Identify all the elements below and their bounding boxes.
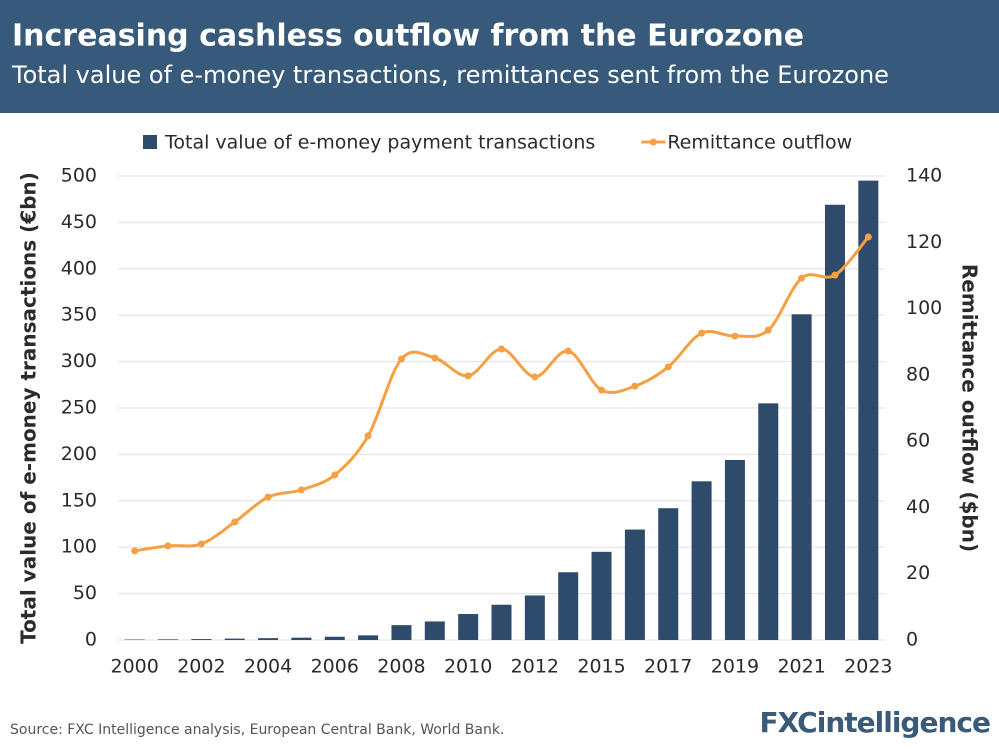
- line-point: [698, 329, 706, 337]
- bar: [791, 314, 812, 640]
- x-tick-label: 2006: [311, 656, 359, 678]
- bar: [158, 639, 179, 640]
- bar: [858, 180, 879, 640]
- y2-tick-label: 0: [906, 629, 918, 651]
- y2-axis-title: Remittance outflow ($bn): [958, 264, 982, 552]
- y-tick-label: 0: [85, 629, 97, 651]
- line-point: [264, 493, 272, 501]
- x-tick-label: 2021: [777, 656, 825, 678]
- bar: [491, 604, 512, 640]
- bar: [524, 595, 545, 640]
- x-tick-label: 2008: [377, 656, 425, 678]
- x-tick-label: 2019: [711, 656, 759, 678]
- line-point: [131, 547, 139, 555]
- bar: [691, 481, 712, 640]
- bar: [824, 204, 845, 640]
- x-tick-label: 2015: [577, 656, 625, 678]
- line-point: [498, 345, 505, 353]
- line-point: [664, 363, 672, 371]
- line-point: [864, 233, 872, 241]
- y-axis-title: Total value of e-money transactions (€bn…: [17, 172, 41, 644]
- y2-tick-label: 120: [906, 231, 942, 253]
- x-tick-label: 2004: [244, 656, 292, 678]
- legend-label: Remittance outflow: [667, 132, 852, 154]
- bar: [324, 636, 345, 640]
- bar: [424, 621, 445, 640]
- bar: [391, 625, 412, 640]
- line-point: [197, 540, 205, 548]
- line-point: [231, 518, 239, 526]
- y2-tick-label: 140: [906, 165, 942, 187]
- x-tick-label: 2002: [177, 656, 225, 678]
- chart-subtitle: Total value of e-money transactions, rem…: [11, 61, 889, 89]
- y2-tick-label: 60: [906, 430, 930, 452]
- line-point: [397, 355, 405, 363]
- bar: [458, 614, 479, 640]
- legend-swatch: [143, 135, 157, 149]
- x-tick-label: 2012: [511, 656, 559, 678]
- header-band: [0, 0, 999, 113]
- line-point: [564, 347, 572, 355]
- bar: [624, 529, 645, 640]
- bar: [191, 639, 212, 640]
- line-point: [731, 332, 739, 340]
- legend-swatch: [649, 138, 657, 146]
- line-point: [631, 382, 639, 390]
- y-tick-label: 200: [61, 443, 97, 465]
- line-point: [598, 386, 606, 394]
- bar: [724, 459, 745, 640]
- y-tick-label: 350: [61, 304, 97, 326]
- line-point: [831, 271, 839, 279]
- x-tick-label: 2023: [844, 656, 892, 678]
- x-tick-label: 2000: [110, 656, 158, 678]
- y2-tick-label: 40: [906, 496, 930, 518]
- y-tick-label: 300: [61, 350, 97, 372]
- bar: [658, 508, 679, 640]
- bar: [358, 635, 379, 640]
- y-tick-label: 50: [73, 582, 97, 604]
- bar: [224, 638, 245, 640]
- y-tick-label: 400: [61, 257, 97, 279]
- y2-tick-label: 100: [906, 297, 942, 319]
- line-point: [364, 432, 372, 440]
- bar: [591, 551, 612, 640]
- y-tick-label: 100: [61, 536, 97, 558]
- line-point: [431, 354, 439, 362]
- chart-title: Increasing cashless outflow from the Eur…: [12, 19, 804, 54]
- bar: [558, 572, 579, 640]
- line-point: [798, 274, 806, 282]
- y2-tick-label: 20: [906, 562, 930, 584]
- bar: [758, 403, 779, 640]
- bar: [258, 638, 279, 640]
- x-tick-label: 2010: [444, 656, 492, 678]
- x-tick-label: 2017: [644, 656, 692, 678]
- line-point: [764, 326, 772, 334]
- y-tick-label: 250: [61, 397, 97, 419]
- y-tick-label: 450: [61, 211, 97, 233]
- line-point: [464, 372, 472, 380]
- y2-tick-label: 80: [906, 363, 930, 385]
- line-point: [164, 542, 172, 550]
- source-note: Source: FXC Intelligence analysis, Europ…: [10, 722, 504, 738]
- line-point: [531, 373, 539, 381]
- y-tick-label: 500: [61, 165, 97, 187]
- bar: [291, 637, 312, 640]
- line-point: [297, 486, 305, 494]
- legend-label: Total value of e-money payment transacti…: [164, 132, 595, 154]
- y-tick-label: 150: [61, 489, 97, 511]
- logo: FXCintelligence: [759, 706, 990, 739]
- line-point: [331, 471, 339, 479]
